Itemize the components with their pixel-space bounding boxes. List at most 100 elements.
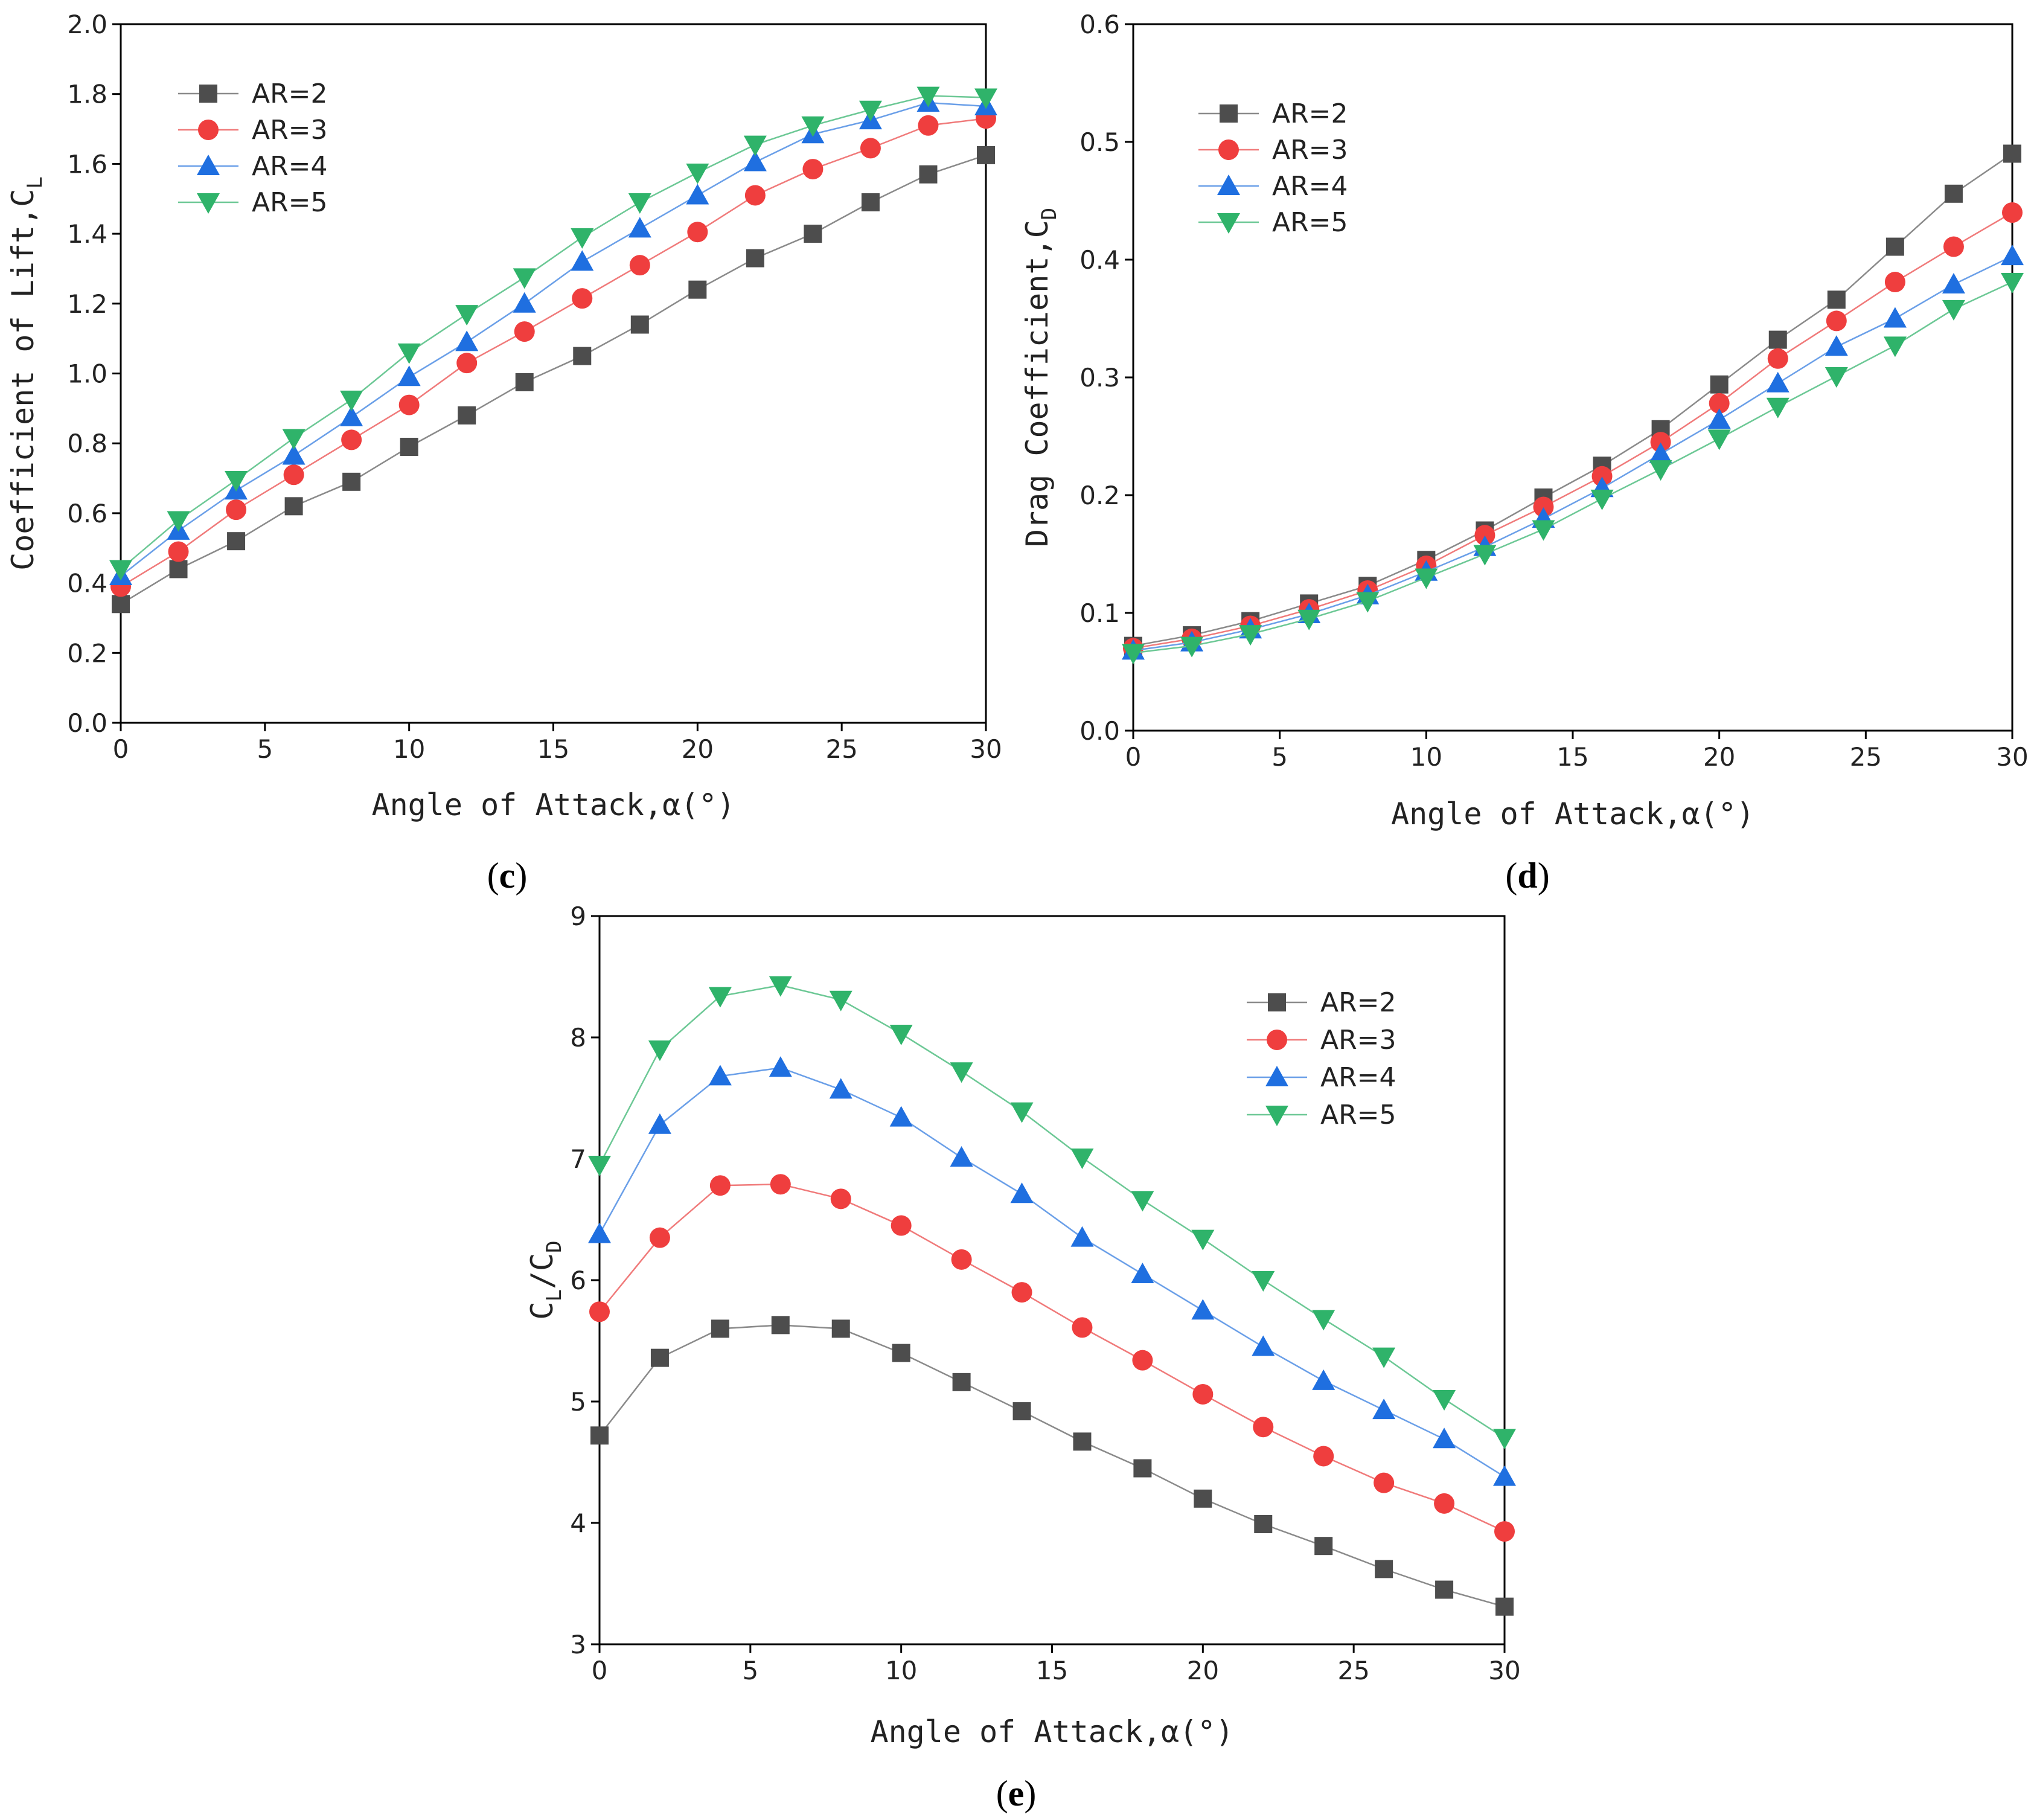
legend-label: AR=2 xyxy=(1272,98,1348,129)
series-line xyxy=(599,1183,1505,1533)
series-ar-4 xyxy=(588,1056,1516,1486)
data-point xyxy=(1297,609,1321,630)
data-point xyxy=(1133,1459,1152,1478)
legend-label: AR=2 xyxy=(1320,987,1396,1018)
y-tick-label: 0.4 xyxy=(67,569,107,598)
x-axis-label: Angle of Attack,α(°) xyxy=(371,787,735,822)
series-line xyxy=(598,984,1505,1439)
y-tick-label: 1.2 xyxy=(67,289,107,319)
data-point xyxy=(1495,1597,1514,1616)
series-line xyxy=(1133,281,2013,654)
x-tick-label: 10 xyxy=(1410,742,1442,772)
data-point xyxy=(687,222,708,243)
legend-marker xyxy=(197,155,220,175)
data-point xyxy=(2003,144,2021,163)
chart-panel-c: 0 5 10 15 20 25 30 0.0 0.2 0.4 0.6 0.8 1.0 1.2 1.4 1.6 1… xyxy=(5,10,1002,896)
x-tick-label: 20 xyxy=(1187,1656,1219,1685)
data-point xyxy=(400,437,418,456)
data-point xyxy=(1707,429,1731,450)
data-point xyxy=(1312,1310,1335,1331)
data-point xyxy=(831,1319,850,1338)
y-tick-label: 4 xyxy=(570,1508,586,1538)
data-point xyxy=(1191,1229,1215,1251)
data-point xyxy=(513,268,536,289)
y-axis-label-subscript: L xyxy=(23,176,47,188)
data-point xyxy=(829,1078,852,1099)
y-tick-label: 1.8 xyxy=(67,80,107,109)
data-point xyxy=(282,429,305,450)
data-point xyxy=(919,165,938,184)
legend-marker xyxy=(1217,175,1240,195)
data-point xyxy=(1707,408,1731,429)
legend-marker xyxy=(1267,1030,1287,1050)
data-point xyxy=(629,255,650,276)
data-point xyxy=(1827,290,1846,309)
chart-panel-d: 0 5 10 15 20 25 30 0.0 0.1 0.2 0.3 0.4 0.5 0.6 Angle o… xyxy=(1020,10,2029,896)
data-point xyxy=(1070,1226,1094,1247)
data-point xyxy=(744,185,766,206)
data-point xyxy=(2002,202,2023,223)
data-point xyxy=(590,1426,609,1445)
data-point xyxy=(1191,1299,1215,1320)
legend-label: AR=3 xyxy=(1272,135,1348,165)
legend: AR=2 AR=3 AR=4 AR=5 xyxy=(1198,98,1348,238)
legend-marker xyxy=(1265,1106,1288,1126)
data-point xyxy=(1590,489,1614,510)
x-tick-label: 20 xyxy=(1703,742,1735,772)
y-tick-label: 0.3 xyxy=(1079,363,1120,393)
data-point xyxy=(974,88,997,109)
data-point xyxy=(225,470,248,492)
data-point xyxy=(1474,525,1495,546)
data-point xyxy=(571,228,594,249)
data-point xyxy=(1766,371,1790,393)
data-point xyxy=(1010,1102,1034,1123)
data-point xyxy=(1767,348,1788,369)
x-axis-label: Angle of Attack,α(°) xyxy=(1391,796,1754,831)
legend-label: AR=2 xyxy=(252,79,328,109)
data-point xyxy=(1649,460,1672,481)
panel-caption-letter: d xyxy=(1517,856,1537,896)
data-point xyxy=(1883,336,1907,357)
legend-label: AR=5 xyxy=(1272,207,1348,238)
x-tick-label: 25 xyxy=(1337,1656,1369,1685)
data-point xyxy=(1433,1389,1456,1411)
legend-marker xyxy=(1217,213,1240,234)
chart-panel-e: 0 5 10 15 20 25 30 3 4 5 6 7 8 9 Angle of Attack,α(°) C… xyxy=(525,902,1521,1813)
x-tick-label: 15 xyxy=(537,734,569,764)
data-point xyxy=(771,1316,790,1335)
data-point xyxy=(572,288,593,309)
data-point xyxy=(770,1174,791,1195)
legend: AR=2 AR=3 AR=4 AR=5 xyxy=(1247,987,1396,1130)
data-point xyxy=(708,987,732,1008)
data-point xyxy=(952,1373,971,1391)
panel-caption-letter: e xyxy=(1008,1774,1025,1813)
plot-frame xyxy=(120,23,987,724)
data-point xyxy=(1131,1262,1154,1283)
data-point xyxy=(1493,1465,1516,1486)
data-point xyxy=(2001,245,2024,266)
data-point xyxy=(1312,1369,1335,1390)
data-point xyxy=(1194,1489,1212,1508)
data-point xyxy=(514,321,535,342)
data-point xyxy=(711,1319,729,1338)
data-point xyxy=(513,292,536,313)
data-point xyxy=(1073,1432,1092,1451)
series-line xyxy=(1133,211,2013,649)
y-tick-label: 3 xyxy=(570,1630,586,1659)
x-tick-label: 0 xyxy=(592,1656,608,1685)
legend-label: AR=3 xyxy=(252,115,328,146)
y-tick-label: 5 xyxy=(570,1387,586,1417)
series-line xyxy=(120,117,987,588)
data-point xyxy=(1944,184,1963,203)
data-point xyxy=(1942,300,1965,321)
series-line xyxy=(599,1324,1505,1607)
y-axis-label-subscript-2: D xyxy=(542,1240,566,1252)
data-point xyxy=(1070,1148,1094,1169)
data-point xyxy=(1885,237,1904,256)
data-point xyxy=(918,115,939,136)
data-point xyxy=(688,280,707,299)
data-point xyxy=(1132,1350,1153,1371)
data-point xyxy=(167,511,190,532)
series-line xyxy=(1133,255,2013,652)
legend-label: AR=3 xyxy=(1320,1025,1396,1056)
